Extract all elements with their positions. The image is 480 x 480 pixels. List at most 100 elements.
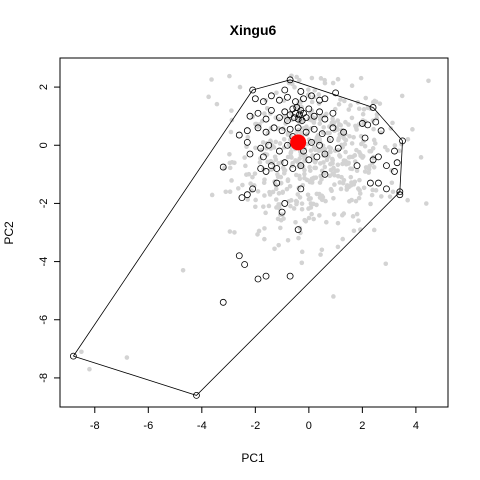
background-point — [321, 125, 327, 130]
background-point — [281, 216, 286, 221]
highlight-point — [276, 96, 283, 104]
background-point — [305, 192, 311, 198]
highlight-point — [321, 170, 329, 178]
background-point — [322, 77, 327, 83]
background-point — [353, 123, 358, 129]
background-point — [353, 198, 359, 204]
background-point — [284, 186, 290, 192]
highlight-point — [270, 124, 278, 132]
background-point — [323, 198, 328, 204]
highlight-point — [219, 298, 227, 306]
background-point — [256, 228, 262, 234]
background-point — [330, 160, 335, 166]
background-point — [318, 76, 324, 81]
x-tick-label: 0 — [306, 420, 312, 432]
background-point — [392, 143, 398, 148]
background-point — [309, 108, 315, 113]
highlight-point — [286, 125, 294, 133]
background-point — [322, 164, 328, 170]
background-point — [335, 168, 340, 173]
background-point — [267, 189, 272, 195]
background-point — [316, 148, 322, 154]
highlight-point — [383, 162, 390, 170]
highlight-point — [399, 137, 406, 145]
highlight-point — [372, 118, 380, 126]
background-point — [331, 294, 336, 299]
highlight-point — [267, 162, 275, 170]
background-point — [383, 261, 389, 267]
background-point — [340, 236, 346, 242]
highlight-point — [294, 115, 302, 123]
background-point — [365, 105, 371, 111]
highlight-point — [243, 138, 251, 146]
highlight-point — [375, 179, 382, 187]
background-point — [343, 137, 349, 143]
highlight-points-layer — [69, 76, 406, 399]
background-point — [291, 206, 297, 211]
background-point — [245, 134, 251, 140]
background-point — [325, 130, 330, 136]
background-point — [262, 193, 267, 198]
background-point — [405, 136, 411, 142]
background-point — [377, 101, 383, 106]
background-point — [240, 182, 245, 188]
background-point — [280, 189, 286, 195]
background-point — [229, 108, 234, 113]
background-point — [399, 93, 405, 99]
highlight-point — [305, 105, 313, 113]
background-point — [124, 355, 130, 360]
background-point — [266, 203, 272, 209]
background-point — [354, 127, 359, 132]
background-point — [262, 111, 267, 116]
background-point — [257, 160, 263, 165]
background-point — [276, 242, 281, 248]
highlight-point — [316, 141, 323, 149]
highlight-point — [361, 134, 369, 142]
background-point — [227, 152, 232, 157]
background-point — [363, 95, 369, 101]
highlight-point — [243, 191, 251, 199]
background-point — [248, 181, 253, 186]
highlight-point — [313, 153, 321, 161]
background-point — [285, 117, 290, 122]
background-point — [309, 211, 314, 217]
background-point — [352, 153, 358, 158]
background-point — [206, 94, 211, 100]
background-point — [362, 169, 368, 174]
background-point — [317, 121, 323, 126]
background-point — [255, 232, 260, 237]
background-point — [319, 177, 324, 182]
background-point — [335, 162, 341, 168]
highlight-point — [243, 127, 251, 135]
plot-frame — [59, 57, 449, 408]
background-point — [389, 180, 395, 186]
highlight-point — [305, 156, 313, 164]
background-point — [285, 237, 291, 243]
background-point — [351, 182, 357, 187]
background-point — [281, 145, 287, 150]
highlight-point — [393, 159, 401, 167]
highlight-point — [273, 179, 281, 187]
background-point — [302, 171, 307, 177]
background-point — [298, 230, 303, 236]
x-tick-label: 4 — [413, 420, 419, 432]
background-point — [227, 73, 232, 79]
background-point — [283, 121, 288, 126]
highlight-point — [321, 115, 329, 123]
background-point — [304, 132, 310, 137]
background-point — [345, 183, 350, 188]
background-point — [287, 183, 293, 189]
highlight-point — [296, 111, 303, 119]
highlight-point — [276, 147, 283, 155]
background-point — [275, 172, 280, 177]
background-point — [349, 141, 355, 146]
background-point — [329, 188, 334, 194]
highlight-point — [262, 115, 270, 123]
background-point — [354, 211, 360, 217]
background-point — [330, 171, 336, 177]
highlight-point — [249, 86, 257, 94]
highlight-point — [193, 391, 200, 399]
highlight-point — [302, 114, 310, 122]
background-point — [371, 165, 377, 170]
